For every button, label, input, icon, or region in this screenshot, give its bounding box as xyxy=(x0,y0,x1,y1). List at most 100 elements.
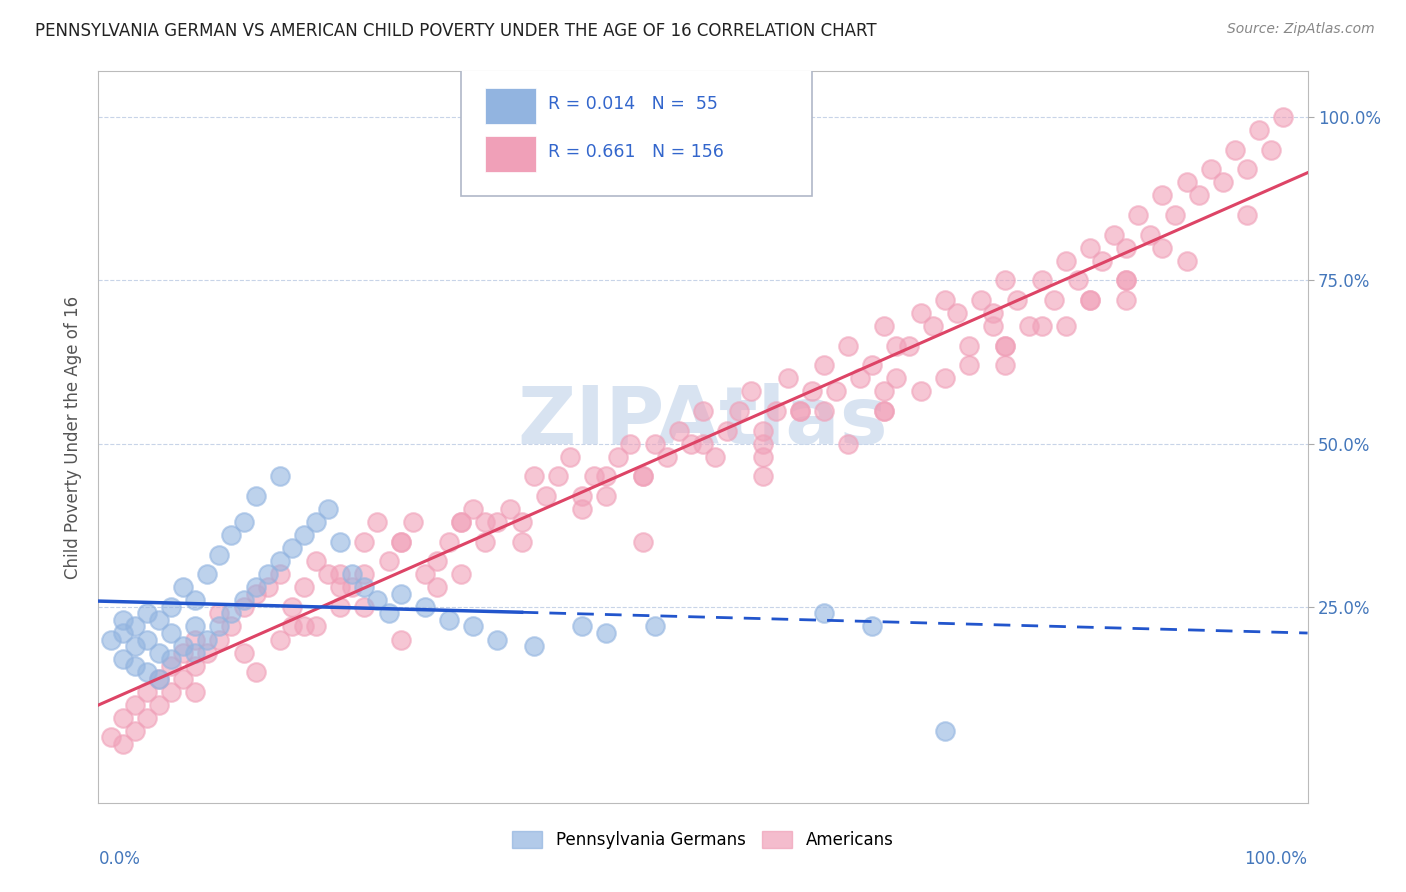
Point xyxy=(184,619,207,633)
Point xyxy=(172,639,194,653)
Point xyxy=(100,731,122,745)
Point xyxy=(195,646,218,660)
Point xyxy=(1163,208,1185,222)
Point xyxy=(281,619,304,633)
Point xyxy=(245,489,267,503)
FancyBboxPatch shape xyxy=(485,88,536,124)
Point xyxy=(402,515,425,529)
Point xyxy=(329,567,352,582)
Point xyxy=(208,607,231,621)
Point xyxy=(813,404,835,418)
Point xyxy=(232,593,254,607)
Point xyxy=(135,607,157,621)
FancyBboxPatch shape xyxy=(485,136,536,171)
Point xyxy=(1212,175,1234,189)
Point xyxy=(269,554,291,568)
Point xyxy=(776,371,799,385)
Point xyxy=(474,534,496,549)
Point xyxy=(292,619,315,633)
Point xyxy=(232,646,254,660)
Point xyxy=(135,665,157,680)
Point xyxy=(595,489,617,503)
Point xyxy=(316,502,339,516)
Point xyxy=(716,424,738,438)
Point xyxy=(994,339,1017,353)
Point xyxy=(860,358,883,372)
Point xyxy=(426,580,449,594)
Y-axis label: Child Poverty Under the Age of 16: Child Poverty Under the Age of 16 xyxy=(63,295,82,579)
Point xyxy=(789,404,811,418)
Point xyxy=(160,626,183,640)
Point xyxy=(232,515,254,529)
Point xyxy=(873,404,896,418)
Point xyxy=(353,567,375,582)
Point xyxy=(1078,293,1101,307)
Point xyxy=(1128,208,1150,222)
Point xyxy=(389,587,412,601)
Text: R = 0.661   N = 156: R = 0.661 N = 156 xyxy=(548,143,724,161)
Point xyxy=(668,424,690,438)
Point xyxy=(873,319,896,334)
Point xyxy=(1007,293,1029,307)
Point xyxy=(813,607,835,621)
Point xyxy=(160,658,183,673)
Point xyxy=(946,306,969,320)
Point xyxy=(825,384,848,399)
Point xyxy=(148,672,170,686)
Point xyxy=(934,293,956,307)
Point xyxy=(595,469,617,483)
Text: PENNSYLVANIA GERMAN VS AMERICAN CHILD POVERTY UNDER THE AGE OF 16 CORRELATION CH: PENNSYLVANIA GERMAN VS AMERICAN CHILD PO… xyxy=(35,22,877,40)
Point xyxy=(184,658,207,673)
Point xyxy=(752,469,775,483)
Point xyxy=(232,599,254,614)
Point xyxy=(1188,188,1211,202)
Point xyxy=(921,319,943,334)
Point xyxy=(124,723,146,738)
Point xyxy=(510,534,533,549)
Point xyxy=(160,652,183,666)
Point xyxy=(463,502,485,516)
Point xyxy=(752,436,775,450)
Point xyxy=(595,626,617,640)
Point xyxy=(486,515,509,529)
Point xyxy=(1091,253,1114,268)
Point xyxy=(886,371,908,385)
Point xyxy=(437,534,460,549)
Point xyxy=(523,469,546,483)
Point xyxy=(450,515,472,529)
Point xyxy=(679,436,702,450)
Point xyxy=(221,607,243,621)
Point xyxy=(281,541,304,555)
Point xyxy=(353,580,375,594)
Point xyxy=(245,665,267,680)
Point xyxy=(994,339,1017,353)
Point xyxy=(135,632,157,647)
Point xyxy=(1102,227,1125,242)
Point xyxy=(124,658,146,673)
Point xyxy=(437,613,460,627)
Point xyxy=(957,339,980,353)
Point xyxy=(124,619,146,633)
Point xyxy=(269,469,291,483)
Point xyxy=(305,515,328,529)
Point xyxy=(957,358,980,372)
Point xyxy=(1115,273,1137,287)
Point xyxy=(377,554,399,568)
Text: R = 0.014   N =  55: R = 0.014 N = 55 xyxy=(548,95,718,113)
Text: 0.0%: 0.0% xyxy=(98,850,141,868)
Point xyxy=(316,567,339,582)
Point xyxy=(305,554,328,568)
Point xyxy=(800,384,823,399)
Point xyxy=(1031,319,1053,334)
Point xyxy=(124,698,146,712)
Point xyxy=(329,534,352,549)
Point xyxy=(558,450,581,464)
Point xyxy=(631,469,654,483)
Point xyxy=(195,632,218,647)
Point xyxy=(184,632,207,647)
Point xyxy=(897,339,920,353)
Point xyxy=(873,384,896,399)
Point xyxy=(498,502,520,516)
Point xyxy=(413,599,436,614)
Point xyxy=(1115,241,1137,255)
